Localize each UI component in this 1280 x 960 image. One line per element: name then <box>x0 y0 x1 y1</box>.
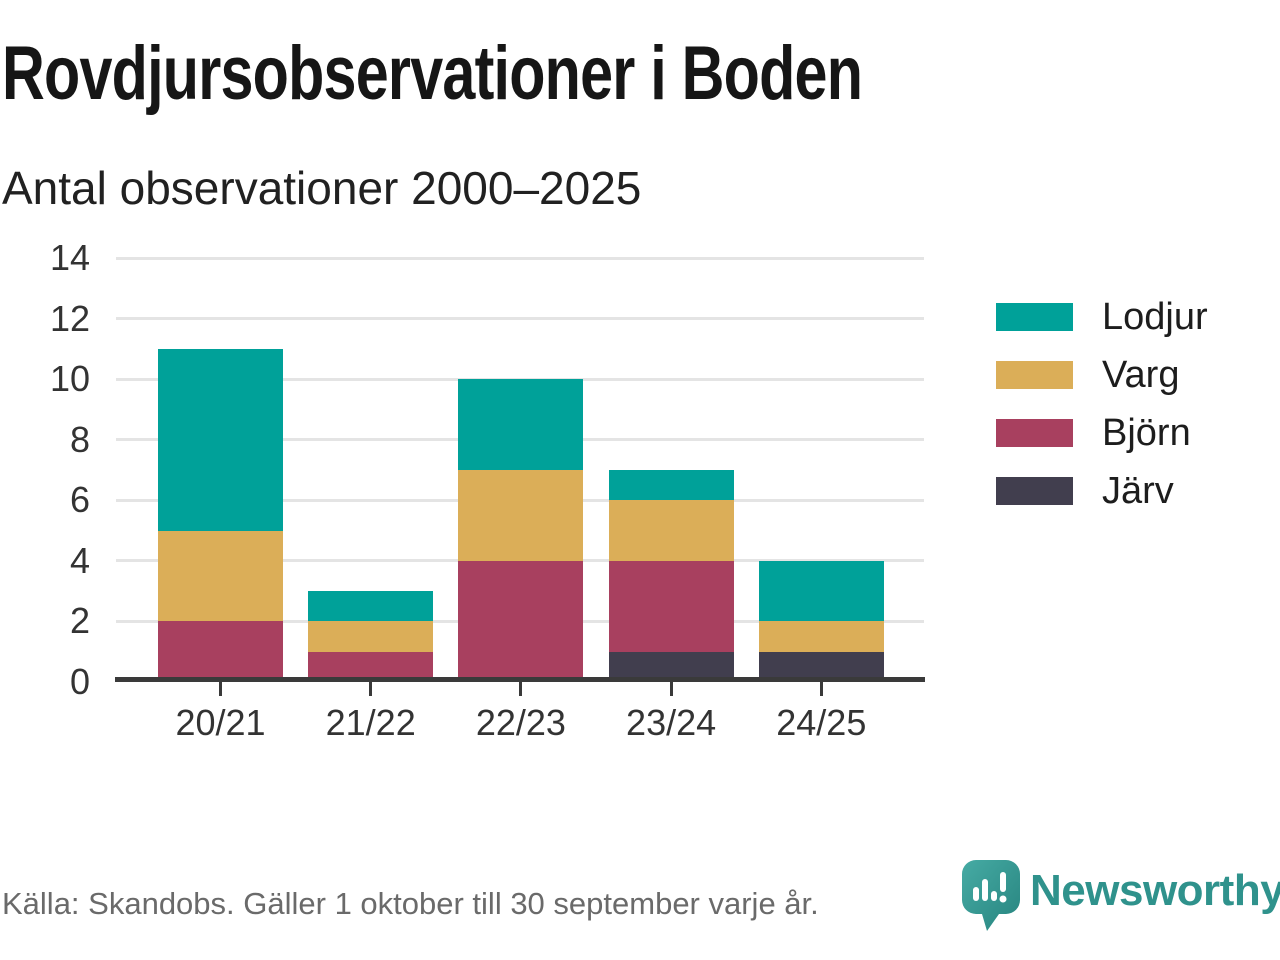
legend-label: Järv <box>1102 470 1174 512</box>
bar-segment-björn-20/21 <box>158 621 283 682</box>
legend-label: Varg <box>1102 354 1180 396</box>
source-note: Källa: Skandobs. Gäller 1 oktober till 3… <box>2 886 819 921</box>
y-tick-label: 10 <box>49 358 90 400</box>
y-tick-label: 14 <box>49 237 90 278</box>
legend-item-björn: Björn <box>996 412 1208 454</box>
x-tick-mark <box>369 682 373 696</box>
bar-segment-lodjur-24/25 <box>758 560 884 622</box>
bar-segment-järv-23/24 <box>608 651 734 682</box>
newsworthy-logo-icon <box>962 860 1020 931</box>
bar-segment-björn-23/24 <box>608 560 734 652</box>
x-tick-mark <box>219 682 222 696</box>
bar-segment-lodjur-23/24 <box>608 470 734 501</box>
legend-swatch-järv <box>996 477 1073 505</box>
legend-label: Lodjur <box>1102 296 1208 338</box>
x-tick-label: 22/23 <box>475 702 566 743</box>
gridline-14 <box>116 256 924 260</box>
legend-swatch-lodjur <box>996 303 1073 331</box>
legend-swatch-varg <box>996 361 1073 389</box>
bar-segment-björn-22/23 <box>458 560 584 682</box>
x-tick-label: 23/24 <box>626 702 717 743</box>
y-tick-label: 8 <box>69 418 90 460</box>
y-tick-label: 0 <box>69 661 90 702</box>
x-tick-label: 24/25 <box>776 702 867 743</box>
bar-segment-varg-22/23 <box>458 470 584 561</box>
bar-segment-järv-24/25 <box>758 651 884 682</box>
brand-wordmark: Newsworthy <box>1030 866 1280 915</box>
chart-title: Rovdjursobservationer i Boden <box>2 31 863 116</box>
y-tick-label: 6 <box>69 479 90 521</box>
chart-subtitle: Antal observationer 2000–2025 <box>2 162 642 214</box>
bar-segment-varg-24/25 <box>758 621 884 652</box>
y-tick-label: 2 <box>69 600 90 642</box>
legend-swatch-björn <box>996 419 1073 447</box>
x-tick-mark <box>669 682 673 696</box>
legend: Lodjur Varg Björn Järv <box>996 296 1208 512</box>
bar-segment-varg-21/22 <box>308 621 434 652</box>
y-tick-label: 4 <box>69 539 90 581</box>
bar-segment-lodjur-22/23 <box>458 379 584 470</box>
bar-segment-varg-20/21 <box>158 530 283 622</box>
legend-item-varg: Varg <box>996 354 1208 396</box>
x-axis-line <box>115 677 925 682</box>
x-tick-label: 21/22 <box>325 702 416 743</box>
bar-segment-varg-23/24 <box>608 500 734 561</box>
x-tick-label: 20/21 <box>175 702 266 743</box>
bar-segment-lodjur-20/21 <box>158 348 283 531</box>
bar-segment-lodjur-21/22 <box>308 591 434 622</box>
legend-item-järv: Järv <box>996 470 1208 512</box>
legend-label: Björn <box>1102 412 1191 454</box>
x-tick-mark <box>819 682 823 696</box>
y-tick-label: 12 <box>49 297 90 339</box>
bar-segment-björn-21/22 <box>308 651 434 682</box>
legend-item-lodjur: Lodjur <box>996 296 1208 338</box>
x-tick-mark <box>519 682 523 696</box>
gridline-12 <box>116 317 924 321</box>
